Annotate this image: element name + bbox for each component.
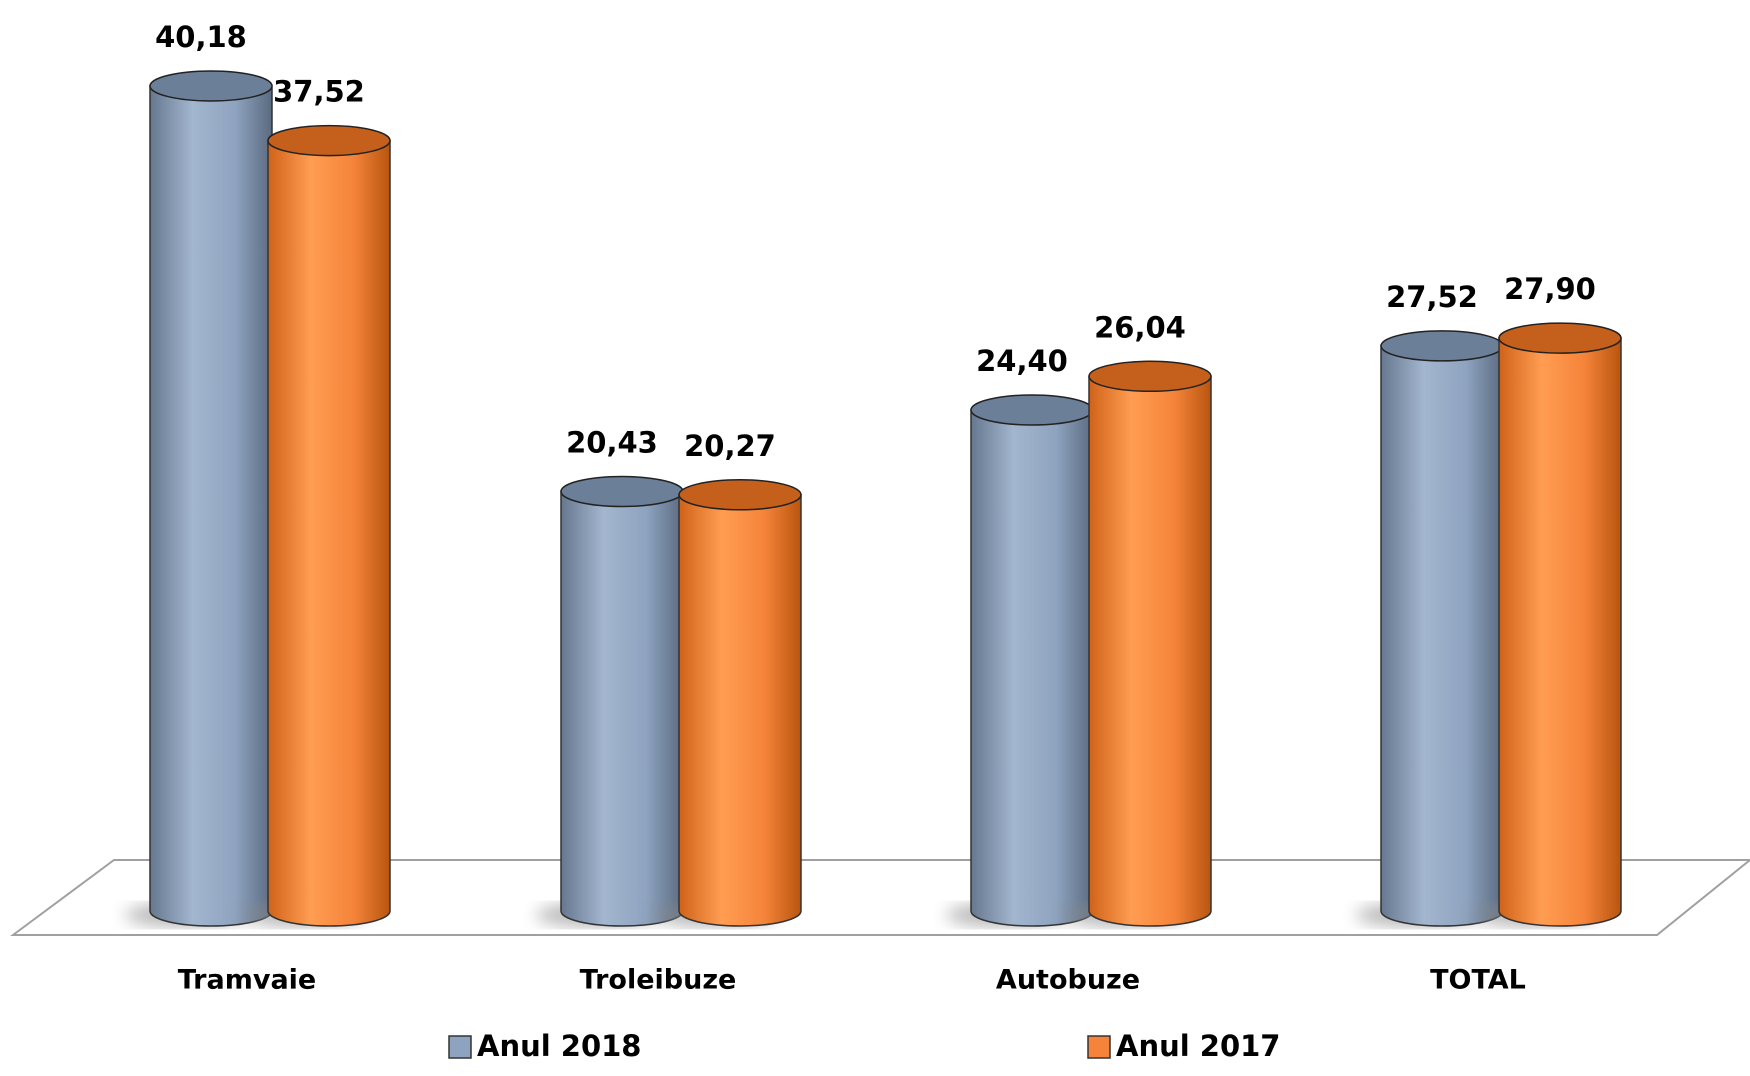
data-label: 26,04 xyxy=(1094,310,1186,344)
cylinder-top xyxy=(149,70,273,102)
data-label: 27,90 xyxy=(1504,272,1596,306)
data-label: 40,18 xyxy=(155,20,247,54)
data-label: 27,52 xyxy=(1386,280,1478,314)
floor xyxy=(9,859,1750,936)
bar xyxy=(149,85,273,927)
bar xyxy=(970,409,1094,927)
data-label: 20,27 xyxy=(684,429,776,463)
cylinder-top xyxy=(970,394,1094,426)
bar xyxy=(1498,337,1622,927)
bar xyxy=(678,494,802,927)
bar xyxy=(560,490,684,927)
legend-swatch xyxy=(1087,1035,1111,1059)
x-tick-label: TOTAL xyxy=(1430,965,1526,996)
cylinder-top xyxy=(678,479,802,511)
legend-label: Anul 2017 xyxy=(1116,1029,1280,1063)
cylinder-top xyxy=(1380,330,1504,362)
data-label: 37,52 xyxy=(273,75,365,109)
x-tick-label: Autobuze xyxy=(996,965,1140,996)
bar xyxy=(1380,345,1504,927)
cylinder-top xyxy=(1088,360,1212,393)
data-label: 24,40 xyxy=(976,344,1068,378)
legend-swatch xyxy=(448,1035,472,1059)
legend-label: Anul 2018 xyxy=(477,1029,641,1063)
cylinder-top xyxy=(267,124,391,157)
bar xyxy=(267,139,391,927)
cylinder-top xyxy=(560,475,684,508)
x-tick-label: Tramvaie xyxy=(178,965,317,996)
cylinder-top xyxy=(1498,322,1622,354)
bar xyxy=(1088,375,1212,927)
x-tick-label: Troleibuze xyxy=(580,965,737,996)
data-label: 20,43 xyxy=(566,426,658,460)
